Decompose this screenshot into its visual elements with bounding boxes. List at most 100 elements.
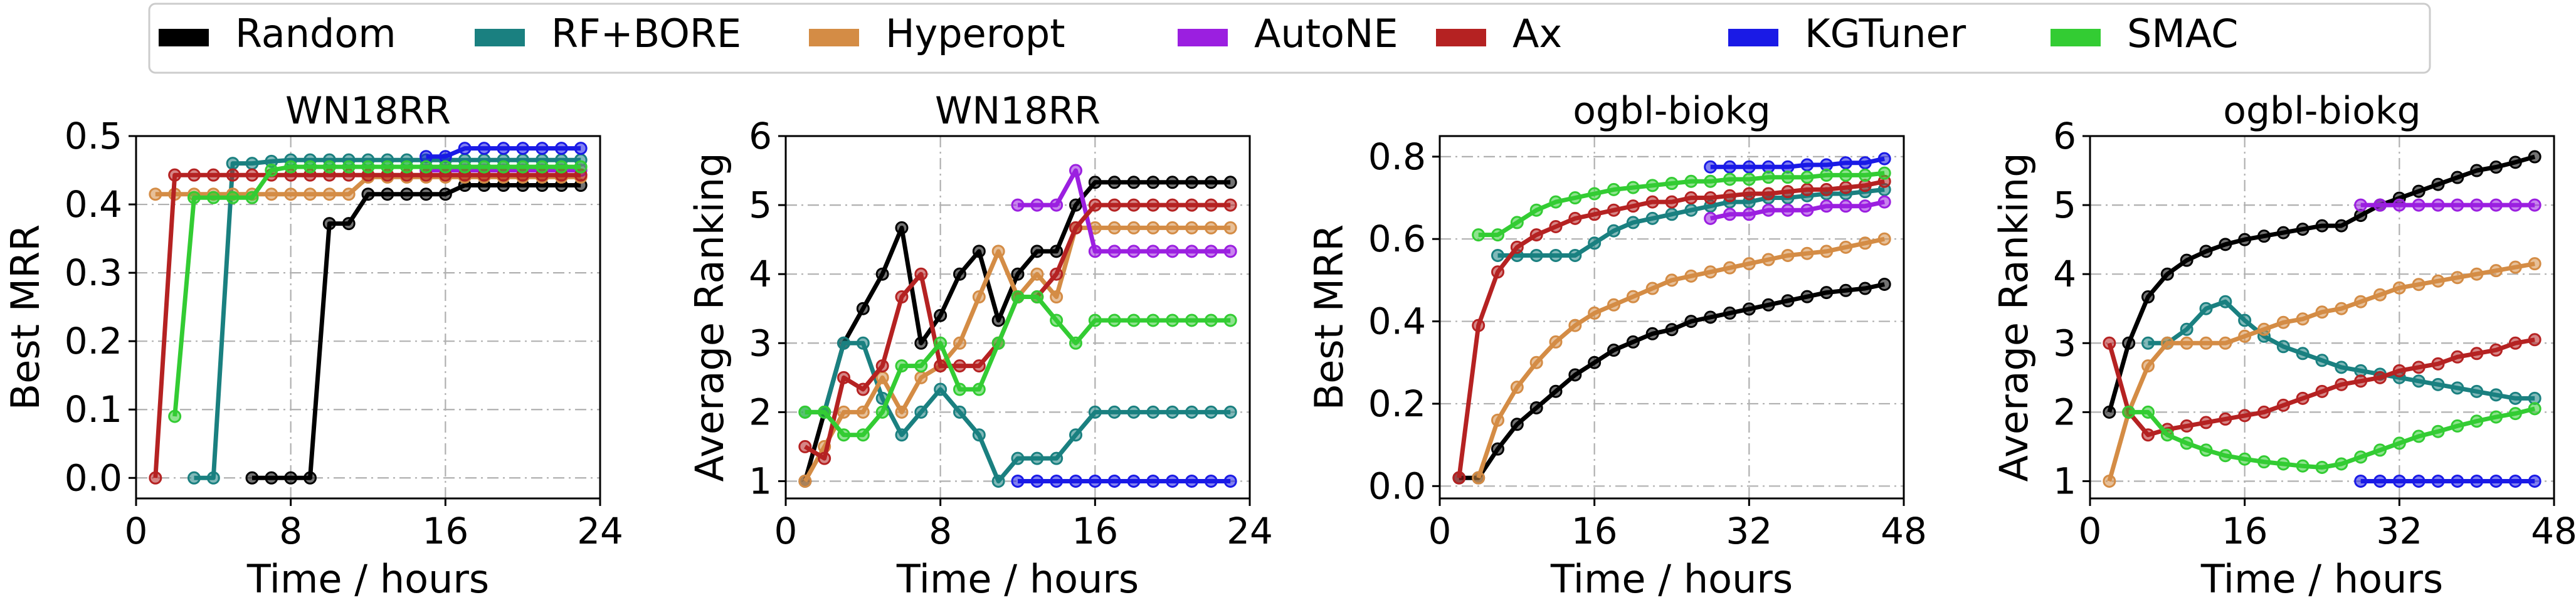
series-line-hyperopt (1476, 236, 1885, 479)
data-point-ax (1204, 198, 1218, 212)
data-point-smac (245, 191, 259, 204)
data-point-autone (1107, 245, 1121, 258)
data-point-ax (2470, 347, 2484, 361)
legend-swatch-rf-bore (475, 29, 525, 46)
data-point-ax (1723, 189, 1736, 203)
data-point-smac (1011, 290, 1025, 304)
data-point-ax (1050, 267, 1064, 281)
data-point-ax (895, 290, 909, 304)
data-point-smac (1088, 313, 1102, 327)
data-point-rf-bore (1626, 216, 1640, 229)
data-point-hyperopt (2508, 260, 2522, 274)
y-tick-label: 6 (749, 115, 772, 157)
data-point-rf-bore (2412, 374, 2426, 388)
data-point-hyperopt (1107, 221, 1121, 234)
legend-label-smac: SMAC (2127, 11, 2238, 56)
axes-frame (135, 135, 601, 500)
data-point-autone (1761, 203, 1775, 217)
data-point-random (1204, 176, 1218, 189)
data-point-smac (187, 191, 201, 204)
series-kgtuner (2354, 474, 2542, 488)
y-tick-label: 0.0 (1368, 465, 1426, 507)
x-tick-label: 8 (279, 510, 302, 552)
y-tick-label: 3 (749, 322, 772, 364)
data-point-autone (1742, 208, 1756, 221)
x-tick-label: 32 (2376, 510, 2422, 552)
data-point-rf-bore (1204, 405, 1218, 419)
data-point-rf-bore (895, 428, 909, 442)
data-point-random (1877, 277, 1891, 291)
data-point-ax (2373, 371, 2387, 384)
chart-title: ogbl-biokg (2223, 89, 2421, 133)
data-point-rf-bore (1107, 405, 1121, 419)
data-point-autone (2354, 198, 2368, 212)
data-point-random (265, 471, 278, 485)
legend-swatch-smac (2051, 29, 2101, 46)
data-point-hyperopt (2199, 336, 2213, 350)
data-point-kgtuner (2373, 474, 2387, 488)
data-point-random (2180, 253, 2193, 267)
data-point-kgtuner (1858, 156, 1872, 170)
data-point-smac (361, 160, 375, 174)
data-point-hyperopt (2354, 295, 2368, 308)
data-point-smac (1781, 171, 1795, 184)
data-point-ax (1069, 221, 1082, 234)
data-point-autone (1839, 199, 1852, 213)
chart-title: WN18RR (935, 89, 1101, 133)
data-point-smac (972, 382, 986, 396)
data-point-hyperopt (1781, 248, 1795, 262)
data-point-hyperopt (1204, 221, 1218, 234)
data-point-random (1146, 176, 1160, 189)
data-point-hyperopt (2257, 322, 2271, 336)
y-tick-label: 1 (749, 460, 772, 502)
data-point-hyperopt (2373, 288, 2387, 302)
data-point-hyperopt (895, 405, 909, 419)
data-point-hyperopt (1529, 355, 1543, 369)
data-point-ax (2451, 350, 2464, 364)
data-point-ax (2296, 391, 2309, 405)
data-point-rf-bore (1069, 428, 1082, 442)
data-point-autone (2451, 198, 2464, 212)
data-point-smac (1839, 168, 1852, 182)
data-point-smac (574, 160, 588, 174)
data-point-random (2276, 226, 2290, 239)
data-point-autone (2508, 198, 2522, 212)
series-line-kgtuner (1710, 156, 1885, 169)
data-point-kgtuner (1011, 474, 1025, 488)
data-point-rf-bore (1665, 208, 1679, 221)
legend-label-ax: Ax (1512, 11, 1562, 56)
data-point-random (1529, 401, 1543, 414)
x-tick-label: 32 (1726, 510, 1772, 552)
series-autone (2354, 198, 2542, 212)
data-point-hyperopt (1050, 290, 1064, 304)
data-point-autone (1011, 198, 1025, 212)
data-point-autone (1704, 211, 1718, 225)
series-kgtuner (1704, 152, 1891, 174)
data-point-autone (1050, 198, 1064, 212)
data-point-random (438, 187, 452, 201)
data-point-smac (895, 359, 909, 373)
data-point-hyperopt (1723, 261, 1736, 275)
data-point-autone (2431, 198, 2445, 212)
data-point-smac (1626, 181, 1640, 194)
data-point-rf-bore (2238, 313, 2252, 327)
data-point-ax (1568, 211, 1582, 225)
data-point-random (1626, 335, 1640, 349)
series-ax (1452, 174, 1891, 485)
data-point-random (1568, 368, 1582, 382)
y-tick-label: 0.1 (65, 388, 122, 431)
data-point-random (2412, 184, 2426, 198)
data-point-random (991, 313, 1005, 327)
legend-label-autone: AutoNE (1254, 11, 1398, 56)
data-point-hyperopt (2451, 271, 2464, 285)
data-point-smac (1510, 216, 1524, 229)
data-point-ax (2199, 416, 2213, 429)
data-point-kgtuner (1800, 158, 1814, 172)
data-point-autone (1185, 245, 1198, 258)
data-point-random (1761, 298, 1775, 312)
data-point-ax (875, 359, 889, 373)
data-point-smac (1761, 171, 1775, 184)
data-point-kgtuner (1030, 474, 1044, 488)
